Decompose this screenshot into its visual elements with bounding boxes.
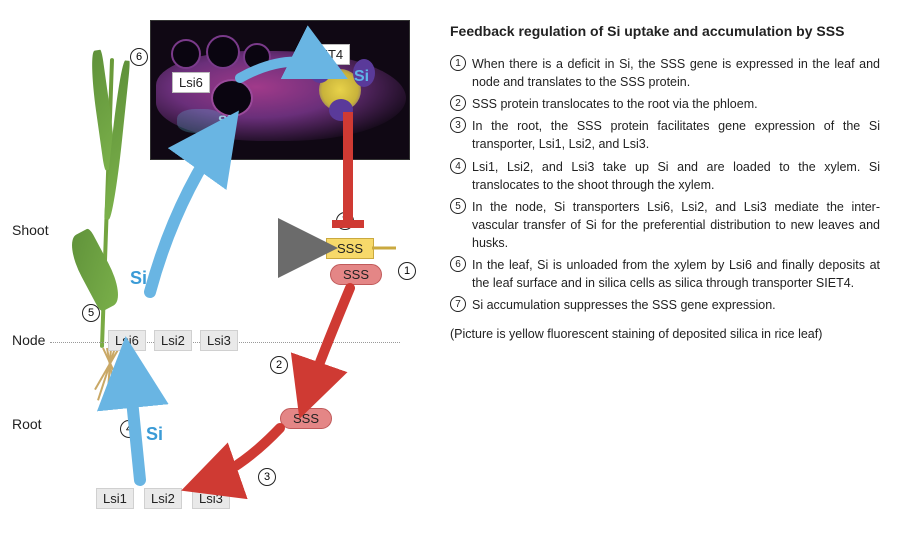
si-label-root: Si bbox=[146, 424, 163, 445]
step-marker-1: 1 bbox=[398, 262, 416, 280]
step-5-text: In the node, Si transporters Lsi6, Lsi2,… bbox=[472, 200, 880, 250]
shoot-label: Shoot bbox=[12, 222, 49, 238]
root-lsi2-tag: Lsi2 bbox=[144, 488, 182, 509]
step-6: 6In the leaf, Si is unloaded from the xy… bbox=[450, 256, 880, 292]
si-label-shoot: Si bbox=[130, 268, 147, 289]
sss-protein-root: SSS bbox=[280, 408, 332, 429]
steps-list: 1When there is a deficit in Si, the SSS … bbox=[450, 55, 880, 315]
step-marker-3: 3 bbox=[258, 468, 276, 486]
lsi6-leaf-tag: Lsi6 bbox=[172, 72, 210, 93]
step-3-text: In the root, the SSS protein facilitates… bbox=[472, 119, 880, 151]
step-3: 3In the root, the SSS protein facilitate… bbox=[450, 117, 880, 153]
siet4-tag: SIET4 bbox=[300, 44, 350, 65]
node-lsi6-tag: Lsi6 bbox=[108, 330, 146, 351]
step-2-text: SSS protein translocates to the root via… bbox=[472, 97, 758, 111]
caption: (Picture is yellow fluorescent staining … bbox=[450, 325, 880, 343]
text-panel: Feedback regulation of Si uptake and acc… bbox=[450, 22, 880, 343]
step-4: 4Lsi1, Lsi2, and Lsi3 take up Si and are… bbox=[450, 158, 880, 194]
step-7: 7Si accumulation suppresses the SSS gene… bbox=[450, 296, 880, 314]
step-marker-5: 5 bbox=[82, 304, 100, 322]
root-label: Root bbox=[12, 416, 42, 432]
step-1-text: When there is a deficit in Si, the SSS g… bbox=[472, 57, 880, 89]
node-lsi3-tag: Lsi3 bbox=[200, 330, 238, 351]
step-marker-7: 7 bbox=[336, 212, 354, 230]
step-2: 2SSS protein translocates to the root vi… bbox=[450, 95, 880, 113]
step-6-text: In the leaf, Si is unloaded from the xyl… bbox=[472, 258, 880, 290]
step-marker-4: 4 bbox=[120, 420, 138, 438]
plant-leaf-3 bbox=[63, 228, 127, 313]
step-marker-2: 2 bbox=[270, 356, 288, 374]
arrow-sss-to-root bbox=[306, 288, 350, 400]
sss-protein-leaf: SSS bbox=[330, 264, 382, 285]
node-lsi2-tag: Lsi2 bbox=[154, 330, 192, 351]
step-5: 5In the node, Si transporters Lsi6, Lsi2… bbox=[450, 198, 880, 252]
root-lsi1-tag: Lsi1 bbox=[96, 488, 134, 509]
node-label: Node bbox=[12, 332, 45, 348]
si-label-image-1: Si bbox=[354, 68, 369, 86]
si-label-image-2: Si bbox=[218, 112, 231, 128]
step-marker-6: 6 bbox=[130, 48, 148, 66]
diagram-panel: Lsi6 SIET4 Si Si Shoot Node Root 6 7 1 5… bbox=[0, 0, 440, 540]
step-1: 1When there is a deficit in Si, the SSS … bbox=[450, 55, 880, 91]
root-lsi3-tag: Lsi3 bbox=[192, 488, 230, 509]
sss-gene-box: SSS bbox=[326, 238, 374, 259]
title: Feedback regulation of Si uptake and acc… bbox=[450, 22, 880, 41]
step-4-text: Lsi1, Lsi2, and Lsi3 take up Si and are … bbox=[472, 160, 880, 192]
step-7-text: Si accumulation suppresses the SSS gene … bbox=[472, 298, 776, 312]
